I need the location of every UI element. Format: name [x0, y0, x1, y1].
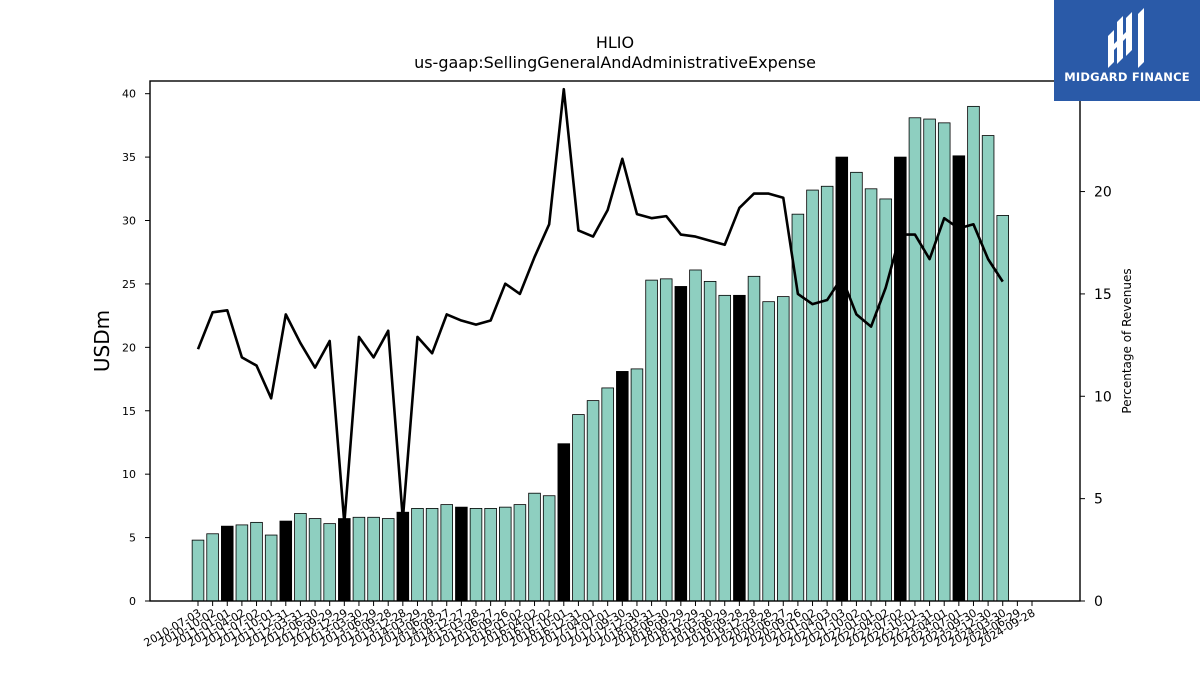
bar — [513, 504, 527, 602]
bar — [279, 520, 293, 602]
brand-name: MIDGARD FINANCE — [1064, 70, 1190, 84]
bar — [762, 301, 775, 602]
y-tick-label: 5 — [129, 532, 136, 545]
bar — [425, 508, 439, 602]
chart-title: HLIO — [596, 33, 634, 52]
bar — [206, 533, 219, 602]
bar — [440, 504, 453, 602]
plot-frame — [149, 80, 1081, 602]
bar — [191, 539, 205, 602]
y2-axis-label: Percentage of Revenues — [1120, 268, 1134, 413]
bar — [499, 506, 512, 602]
bar — [308, 518, 322, 602]
bar — [689, 269, 702, 602]
bar — [981, 135, 995, 602]
y-tick-label: 40 — [122, 88, 136, 101]
y2-tick-label: 0 — [1094, 594, 1103, 610]
y-tick-label: 10 — [122, 468, 136, 481]
bar — [908, 117, 922, 602]
bar — [572, 414, 585, 602]
bar — [879, 198, 892, 602]
y-tick-label: 20 — [122, 341, 136, 354]
bar — [528, 492, 541, 602]
bar — [659, 278, 673, 602]
midgard-logo-icon — [1108, 8, 1144, 68]
bar — [367, 516, 380, 602]
bar — [250, 521, 263, 602]
bar — [806, 189, 819, 602]
bar-series — [191, 105, 1009, 602]
bar — [586, 400, 600, 602]
bar — [718, 294, 731, 602]
bar — [601, 387, 614, 602]
y-tick-label: 0 — [129, 595, 136, 608]
bar — [850, 171, 863, 602]
bar — [630, 368, 644, 602]
axes: 0510152025303540051015202010-07-032010-1… — [122, 80, 1112, 650]
y-tick-label: 15 — [122, 405, 136, 418]
y-tick-label: 35 — [122, 151, 136, 164]
bar — [542, 495, 556, 602]
bar — [952, 155, 966, 602]
bar — [557, 443, 571, 602]
bar — [703, 280, 717, 602]
bar — [937, 122, 951, 602]
bar — [352, 516, 366, 602]
bar — [747, 275, 761, 602]
bar — [967, 105, 980, 602]
y-tick-label: 25 — [122, 278, 136, 291]
bar — [923, 118, 936, 602]
bar — [221, 525, 234, 602]
brand-logo: MIDGARD FINANCE — [1054, 0, 1200, 101]
bar — [864, 188, 878, 602]
y-axis-label: USDm — [90, 310, 114, 372]
bar — [835, 156, 849, 602]
y-tick-label: 30 — [122, 215, 136, 228]
bar — [616, 371, 629, 602]
bar — [674, 286, 688, 602]
bar — [777, 296, 790, 602]
y2-tick-label: 10 — [1094, 389, 1112, 405]
bar — [294, 513, 307, 602]
chart-subtitle: us-gaap:SellingGeneralAndAdministrativeE… — [414, 53, 816, 72]
y2-tick-label: 5 — [1094, 492, 1103, 508]
bar — [264, 534, 278, 602]
bar — [338, 518, 351, 602]
y2-tick-label: 15 — [1094, 287, 1112, 303]
line-series — [196, 87, 1004, 525]
bar — [396, 511, 410, 602]
bar — [469, 508, 483, 602]
bar — [484, 508, 497, 602]
bar — [381, 518, 395, 602]
bar — [894, 156, 907, 602]
bar — [820, 185, 834, 602]
bar — [733, 294, 746, 602]
y2-tick-label: 20 — [1094, 185, 1112, 201]
bar — [411, 508, 424, 602]
bar — [323, 523, 336, 602]
bar — [455, 506, 468, 602]
percentage-line — [196, 87, 1004, 525]
bar — [235, 524, 249, 602]
bar — [645, 279, 658, 602]
